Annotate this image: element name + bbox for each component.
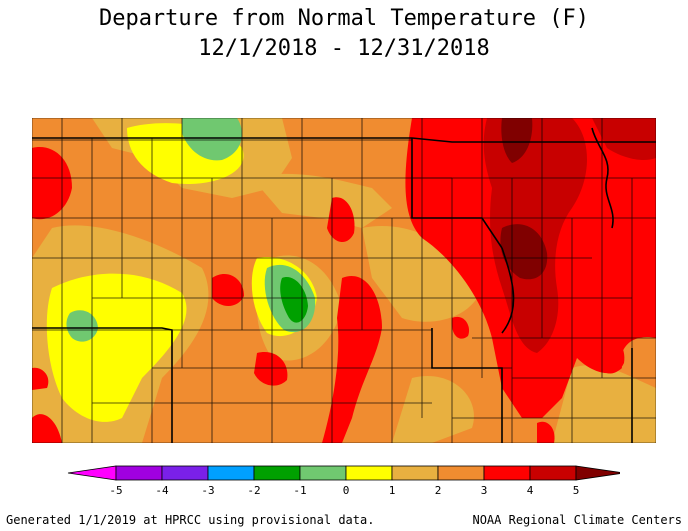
- legend-color-bins: [67, 465, 620, 481]
- legend-tick-label: 4: [527, 484, 534, 497]
- state-boundaries: [32, 127, 656, 443]
- field-neg2-neg1: [280, 277, 308, 323]
- legend-bin: [253, 465, 301, 481]
- legend-tick-label: -1: [293, 484, 306, 497]
- legend-bin: [67, 465, 117, 481]
- legend-tick-label: -4: [155, 484, 169, 497]
- legend-bin: [437, 465, 485, 481]
- legend-bin: [115, 465, 163, 481]
- map-title: Departure from Normal Temperature (F): [98, 6, 590, 31]
- legend-tick-label: 5: [573, 484, 580, 497]
- legend-tick-label: 1: [389, 484, 396, 497]
- legend-tick-labels: -5 -4 -3 -2 -1 0 1 2 3 4 5: [109, 484, 579, 497]
- legend-tick-label: 0: [343, 484, 350, 497]
- legend-bin: [207, 465, 255, 481]
- map-date-range: 12/1/2018 - 12/31/2018: [198, 36, 490, 61]
- legend-bin: [575, 465, 620, 481]
- legend-bin: [299, 465, 347, 481]
- legend-bin: [483, 465, 531, 481]
- legend-bin: [161, 465, 209, 481]
- source-credit: NOAA Regional Climate Centers: [472, 513, 682, 527]
- legend-tick-label: 3: [481, 484, 488, 497]
- legend-bin: [391, 465, 439, 481]
- temperature-departure-map: [32, 118, 656, 443]
- color-legend: -5 -4 -3 -2 -1 0 1 2 3 4 5: [67, 465, 620, 497]
- county-boundaries: [32, 118, 656, 443]
- legend-tick-label: -2: [247, 484, 260, 497]
- legend-tick-label: 2: [435, 484, 442, 497]
- legend-bin: [529, 465, 577, 481]
- generated-note: Generated 1/1/2019 at HPRCC using provis…: [6, 513, 375, 527]
- legend-bin: [345, 465, 393, 481]
- legend-tick-label: -5: [109, 484, 122, 497]
- legend-tick-label: -3: [201, 484, 214, 497]
